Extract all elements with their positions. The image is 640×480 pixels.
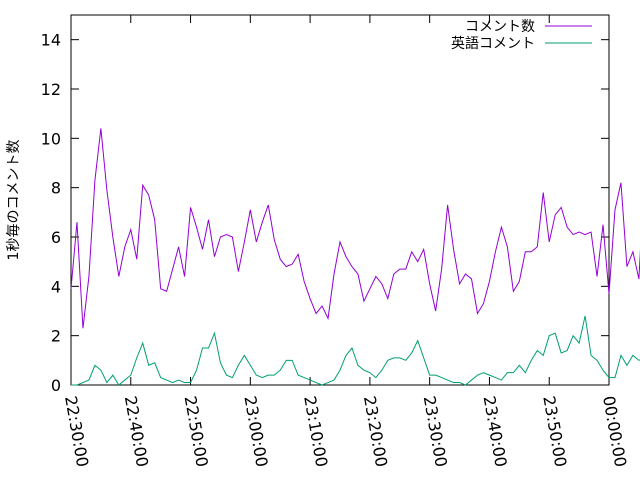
y-tick-label: 2 bbox=[51, 327, 61, 346]
plot-frame bbox=[70, 14, 610, 386]
legend-label: 英語コメント bbox=[451, 35, 535, 52]
y-tick-label: 14 bbox=[41, 31, 61, 50]
y-axis-title: 1秒毎のコメント数 bbox=[6, 140, 22, 261]
x-tick-label: 22:30:00 bbox=[61, 394, 92, 468]
series-layer bbox=[70, 128, 640, 386]
y-axis-ticks: 0 2 4 6 8 10 12 14 bbox=[41, 31, 609, 395]
y-tick-label: 6 bbox=[51, 228, 61, 247]
x-tick-label: 23:00:00 bbox=[240, 394, 271, 468]
x-tick-label: 22:40:00 bbox=[121, 394, 152, 468]
x-axis-ticks: 22:30:00 22:40:00 22:50:00 23:00:00 23:10:00… bbox=[61, 15, 630, 468]
x-tick-label: 23:20:00 bbox=[360, 394, 391, 468]
series-line-1 bbox=[70, 128, 640, 329]
legend-label: コメント数 bbox=[465, 19, 535, 35]
x-tick-label: 23:10:00 bbox=[300, 394, 331, 468]
y-tick-label: 0 bbox=[51, 376, 61, 395]
x-tick-label: 23:50:00 bbox=[539, 394, 570, 468]
x-tick-label: 22:50:00 bbox=[181, 394, 212, 468]
y-tick-label: 12 bbox=[41, 80, 61, 99]
x-tick-label: 23:40:00 bbox=[480, 394, 511, 468]
series-line-2 bbox=[71, 315, 640, 386]
y-tick-label: 10 bbox=[41, 129, 61, 148]
x-tick-label: 00:00:00 bbox=[599, 394, 630, 468]
y-tick-label: 4 bbox=[51, 277, 61, 296]
y-tick-label: 8 bbox=[51, 179, 61, 198]
x-tick-label: 23:30:00 bbox=[420, 394, 451, 468]
